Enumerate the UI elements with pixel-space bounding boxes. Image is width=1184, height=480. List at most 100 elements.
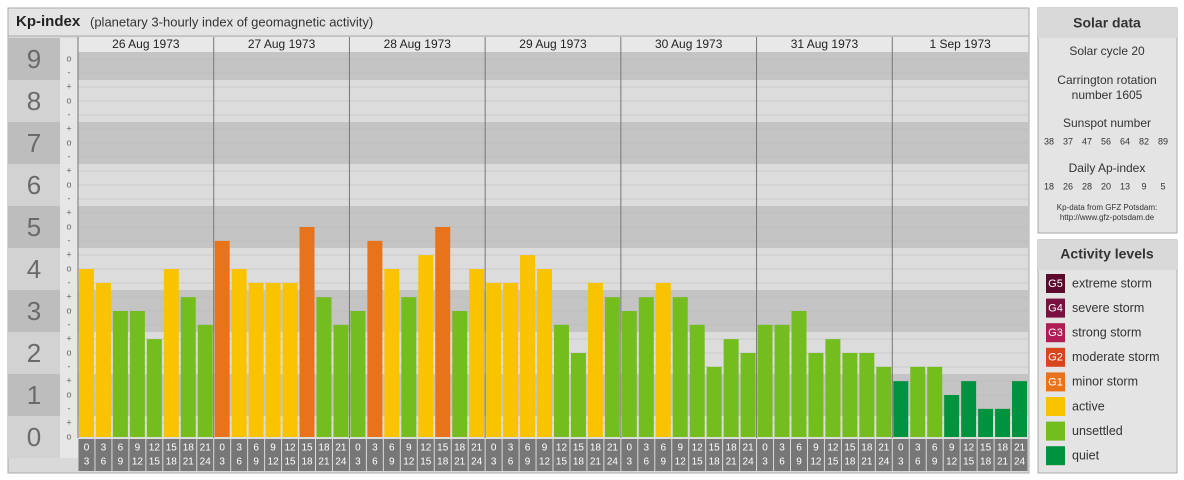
hour-end: 9 <box>932 457 938 468</box>
hour-start: 9 <box>677 443 683 454</box>
hour-cell <box>909 439 926 471</box>
y-band <box>8 416 60 458</box>
bar <box>95 282 111 437</box>
hour-start: 12 <box>692 443 704 454</box>
hour-end: 12 <box>810 457 822 468</box>
y-tick-label: 1 <box>27 380 41 410</box>
hour-start: 6 <box>932 443 938 454</box>
day-label: 29 Aug 1973 <box>519 37 587 51</box>
hour-start: 6 <box>253 443 259 454</box>
hour-start: 18 <box>590 443 602 454</box>
bar <box>978 408 994 437</box>
bar <box>79 269 94 437</box>
hour-cell <box>214 439 231 471</box>
minor-tick-label: + <box>66 123 71 133</box>
hour-start: 15 <box>980 443 992 454</box>
day-header-row <box>78 37 1028 52</box>
sunspot-value: 82 <box>1139 136 1149 146</box>
hour-end: 9 <box>525 457 531 468</box>
day-label: 1 Sep 1973 <box>929 37 991 51</box>
hour-start: 15 <box>301 443 313 454</box>
minor-tick-label: + <box>66 207 71 217</box>
sunspot-value: 38 <box>1044 136 1054 146</box>
minor-tick-label: - <box>68 235 71 245</box>
minor-tick-label: + <box>66 81 71 91</box>
bar <box>129 311 145 437</box>
bar <box>706 366 722 437</box>
y-tick-label: 7 <box>27 128 41 158</box>
hour-end: 15 <box>149 457 161 468</box>
ap-value: 28 <box>1082 181 1092 191</box>
hour-cell <box>78 439 95 471</box>
hour-cell <box>112 439 129 471</box>
bar <box>401 297 417 437</box>
hour-cell <box>417 439 434 471</box>
level-badge: G5 <box>1048 278 1063 290</box>
hour-start: 21 <box>743 443 755 454</box>
minor-tick-label: o <box>66 431 71 441</box>
bar <box>740 353 756 437</box>
hour-cell <box>95 439 112 471</box>
hour-end: 24 <box>471 457 483 468</box>
solar-header <box>1038 8 1177 38</box>
hour-start: 9 <box>813 443 819 454</box>
hour-end: 9 <box>660 457 666 468</box>
minor-tick-label: o <box>66 389 71 399</box>
hour-start: 3 <box>101 443 107 454</box>
bar <box>689 324 705 437</box>
sunspot-value: 47 <box>1082 136 1092 146</box>
hour-start: 15 <box>166 443 178 454</box>
hour-end: 3 <box>898 457 904 468</box>
hour-end: 9 <box>389 457 395 468</box>
y-tick-label: 5 <box>27 212 41 242</box>
bar <box>893 381 909 437</box>
bar <box>774 324 790 437</box>
minor-tick-label: + <box>66 291 71 301</box>
bar <box>672 297 688 437</box>
ap-value: 9 <box>1141 181 1146 191</box>
hour-start: 21 <box>335 443 347 454</box>
minor-tick-label: - <box>68 109 71 119</box>
hour-cell <box>231 439 248 471</box>
minor-tick-label: - <box>68 361 71 371</box>
bar <box>265 282 281 437</box>
hour-start: 0 <box>898 443 904 454</box>
hour-cell <box>299 439 315 471</box>
levels-title: Activity levels <box>1060 246 1154 262</box>
hour-cell <box>163 439 180 471</box>
hour-end: 3 <box>84 457 90 468</box>
bar <box>723 339 739 437</box>
hour-start: 21 <box>471 443 483 454</box>
hour-cell <box>366 439 383 471</box>
y-band <box>8 122 60 164</box>
bar <box>604 297 620 437</box>
hour-start: 18 <box>183 443 195 454</box>
bar <box>655 282 671 437</box>
hour-cell <box>587 439 604 471</box>
hour-end: 3 <box>219 457 225 468</box>
hour-end: 24 <box>335 457 347 468</box>
hour-end: 21 <box>997 457 1009 468</box>
hour-start: 6 <box>796 443 802 454</box>
hour-cell <box>485 439 502 471</box>
minor-tick-label: - <box>68 319 71 329</box>
hour-end: 9 <box>253 457 259 468</box>
y-tick-label: 8 <box>27 86 41 116</box>
minor-tick-label: o <box>66 137 71 147</box>
day-label: 31 Aug 1973 <box>791 37 859 51</box>
hour-cell <box>332 439 349 471</box>
hour-start: 9 <box>949 443 955 454</box>
hour-end: 12 <box>403 457 415 468</box>
level-badge: G1 <box>1048 376 1063 388</box>
hour-cell <box>960 439 977 471</box>
hour-end: 6 <box>236 457 242 468</box>
hour-end: 24 <box>200 457 212 468</box>
bar <box>180 297 196 437</box>
bar <box>112 311 128 437</box>
hour-start: 9 <box>270 443 276 454</box>
hour-cell <box>824 439 841 471</box>
level-label: active <box>1072 399 1105 413</box>
hour-start: 21 <box>1014 443 1026 454</box>
bar <box>995 408 1011 437</box>
minor-tick-label: o <box>66 263 71 273</box>
